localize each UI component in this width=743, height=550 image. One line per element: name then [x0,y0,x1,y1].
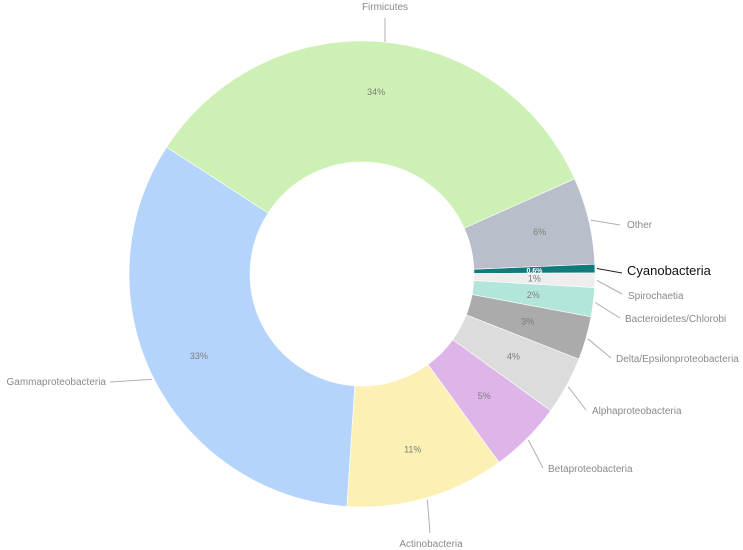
category-label-alphaproteobacteria: Alphaproteobacteria [592,406,682,417]
category-label-delta-epsilonproteobacteria: Delta/Epsilonproteobacteria [616,354,739,365]
category-label-bacteroidetes-chlorobi: Bacteroidetes/Chlorobi [625,314,726,325]
value-label-other: 6% [533,227,546,237]
category-label-actinobacteria: Actinobacteria [399,539,463,550]
leader-line-cyanobacteria [596,268,623,274]
leader-line-alphaproteobacteria [567,386,587,411]
value-label-actinobacteria: 11% [404,444,421,454]
slice-firmicutes [166,40,576,229]
leader-line-betaproteobacteria [527,439,544,469]
value-label-alphaproteobacteria: 4% [507,352,520,362]
leader-line-bacteroidetes-chlorobi [594,302,621,319]
value-label-spirochaetia: 1% [528,274,541,284]
leader-line-delta-epsilonproteobacteria [587,338,612,359]
leader-line-other [590,219,621,226]
leader-line-actinobacteria [426,499,431,534]
category-label-cyanobacteria: Cyanobacteria [627,263,712,278]
chart-category-labels: Firmicutes Other Cyanobacteria Spirochaetia… [7,2,740,550]
category-label-betaproteobacteria: Betaproteobacteria [548,464,633,475]
leader-line-spirochaetia [596,279,623,295]
value-label-cyanobacteria: 0.6% [526,268,543,275]
category-label-other: Other [627,220,653,231]
chart-slices [128,40,596,508]
category-label-spirochaetia: Spirochaetia [628,291,684,302]
chart-value-labels: 34% 6% 0.6%1% 2% 3% 4% 5% 11% 33% [190,87,546,454]
value-label-delta-epsilonproteobacteria: 3% [521,317,534,327]
value-label-bacteroidetes-chlorobi: 2% [527,290,540,300]
chart-leader-lines [109,18,623,534]
value-label-betaproteobacteria: 5% [478,391,491,401]
value-label-gammaproteobacteria: 33% [190,351,208,361]
category-label-gammaproteobacteria: Gammaproteobacteria [7,377,107,388]
value-label-firmicutes: 34% [367,87,385,97]
leader-line-gammaproteobacteria [109,378,152,383]
slice-gammaproteobacteria [128,146,356,507]
category-label-firmicutes: Firmicutes [362,2,408,13]
